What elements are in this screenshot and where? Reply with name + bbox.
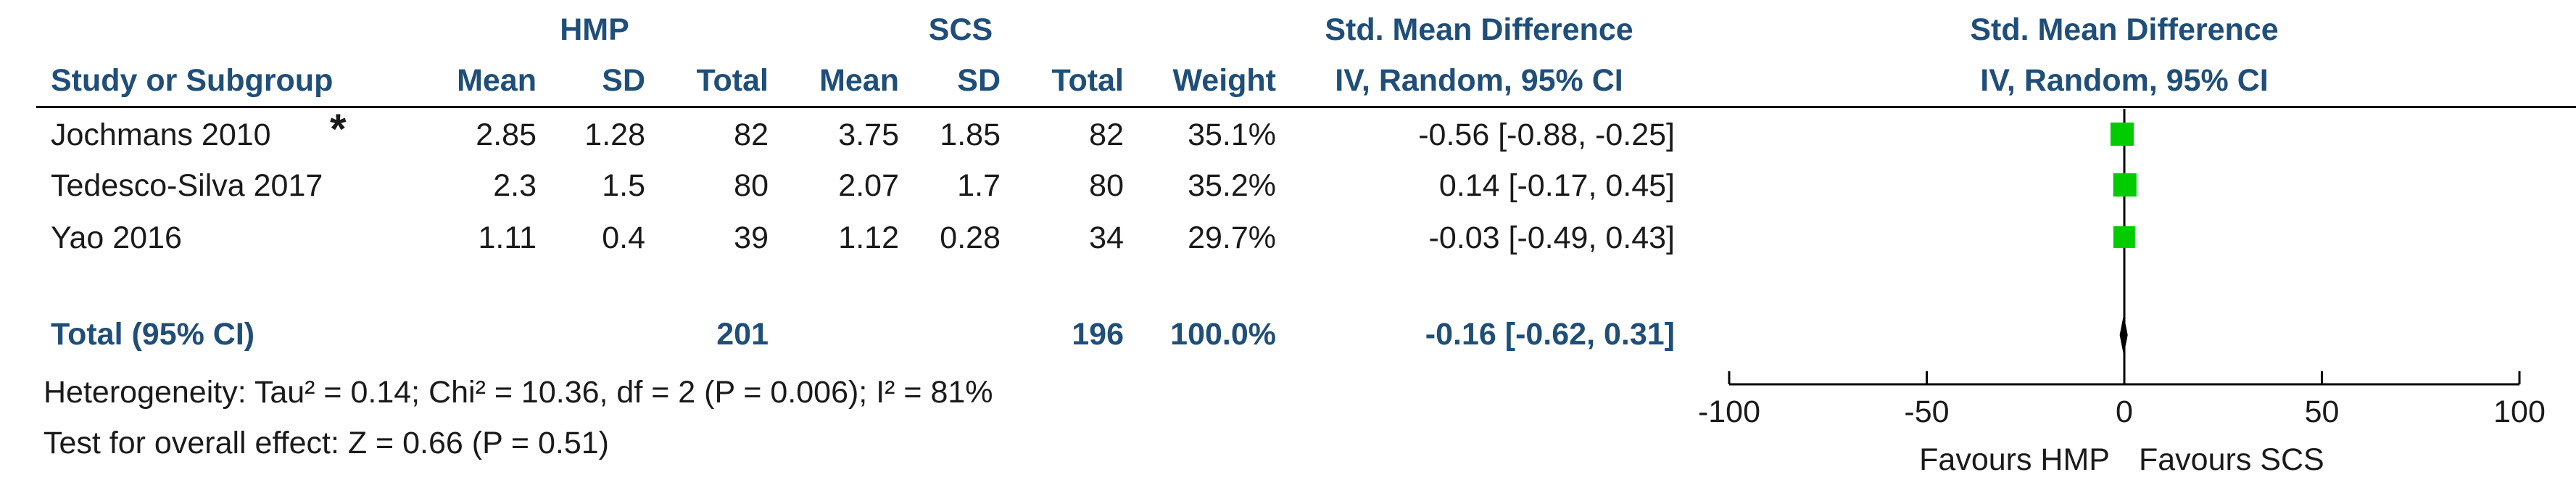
sd1-header: SD	[602, 63, 645, 98]
overall-effect-text: Test for overall effect: Z = 0.66 (P = 0…	[44, 426, 609, 460]
study-name: Yao 2016	[51, 220, 182, 255]
weight-header: Weight	[1172, 63, 1276, 98]
hmp-grand-total: 201	[716, 317, 769, 352]
favours-left-label: Favours HMP	[1919, 442, 2110, 477]
scs-sd: 1.85	[940, 117, 1001, 152]
mean2-header: Mean	[819, 63, 899, 98]
scs-mean: 3.75	[838, 117, 899, 152]
scs-grand-total: 196	[1072, 317, 1124, 352]
study-weight: 35.2%	[1188, 168, 1276, 203]
hmp-mean: 2.85	[476, 117, 537, 152]
hmp-total: 80	[734, 168, 769, 203]
x-tick-label: 0	[2116, 394, 2133, 429]
study-ci: -0.03 [-0.49, 0.43]	[1428, 220, 1675, 255]
hmp-total: 39	[734, 220, 769, 255]
scs-total: 80	[1089, 168, 1124, 203]
study-ci: 0.14 [-0.17, 0.45]	[1438, 168, 1675, 203]
x-tick-label: 100	[2493, 394, 2546, 429]
x-tick-label: -50	[1904, 394, 1949, 429]
scs-mean: 1.12	[838, 220, 899, 255]
study-marker: *	[330, 106, 347, 153]
group2-header: SCS	[928, 12, 993, 47]
hmp-mean: 2.3	[493, 168, 537, 203]
x-tick-label: 50	[2305, 394, 2340, 429]
hmp-total: 82	[734, 117, 769, 152]
plot-effect-header: Std. Mean Difference	[1970, 12, 2279, 47]
group1-header: HMP	[560, 12, 629, 47]
favours-right-label: Favours SCS	[2139, 442, 2324, 477]
study-weight: 35.1%	[1188, 117, 1276, 152]
total-ci: -0.16 [-0.62, 0.31]	[1425, 317, 1675, 352]
total-label: Total (95% CI)	[51, 317, 255, 352]
study-square	[2110, 122, 2134, 146]
hmp-mean: 1.11	[478, 220, 537, 255]
study-weight: 29.7%	[1188, 220, 1276, 255]
hmp-sd: 1.28	[584, 117, 645, 152]
scs-sd: 1.7	[957, 168, 1001, 203]
scs-sd: 0.28	[940, 220, 1001, 255]
sd2-header: SD	[957, 63, 1001, 98]
total2-header: Total	[1051, 63, 1124, 98]
effect-header: Std. Mean Difference	[1325, 12, 1633, 47]
plot-method-header: IV, Random, 95% CI	[1980, 63, 2269, 98]
method-header: IV, Random, 95% CI	[1335, 63, 1623, 98]
study-square	[2113, 173, 2137, 197]
hmp-sd: 1.5	[602, 168, 645, 203]
scs-total: 82	[1089, 117, 1124, 152]
total1-header: Total	[696, 63, 769, 98]
total-weight: 100.0%	[1170, 317, 1276, 352]
header-rule	[36, 106, 2576, 108]
study-ci: -0.56 [-0.88, -0.25]	[1418, 117, 1675, 152]
mean1-header: Mean	[457, 63, 537, 98]
study-square	[2113, 226, 2135, 248]
x-tick-label: -100	[1698, 394, 1760, 429]
study-name: Tedesco-Silva 2017	[51, 168, 323, 203]
study-header: Study or Subgroup	[51, 63, 334, 98]
hmp-sd: 0.4	[602, 220, 645, 255]
study-name: Jochmans 2010	[51, 117, 271, 152]
scs-total: 34	[1089, 220, 1124, 255]
scs-mean: 2.07	[838, 168, 899, 203]
pooled-diamond	[2119, 315, 2128, 355]
heterogeneity-text: Heterogeneity: Tau² = 0.14; Chi² = 10.36…	[44, 375, 993, 410]
